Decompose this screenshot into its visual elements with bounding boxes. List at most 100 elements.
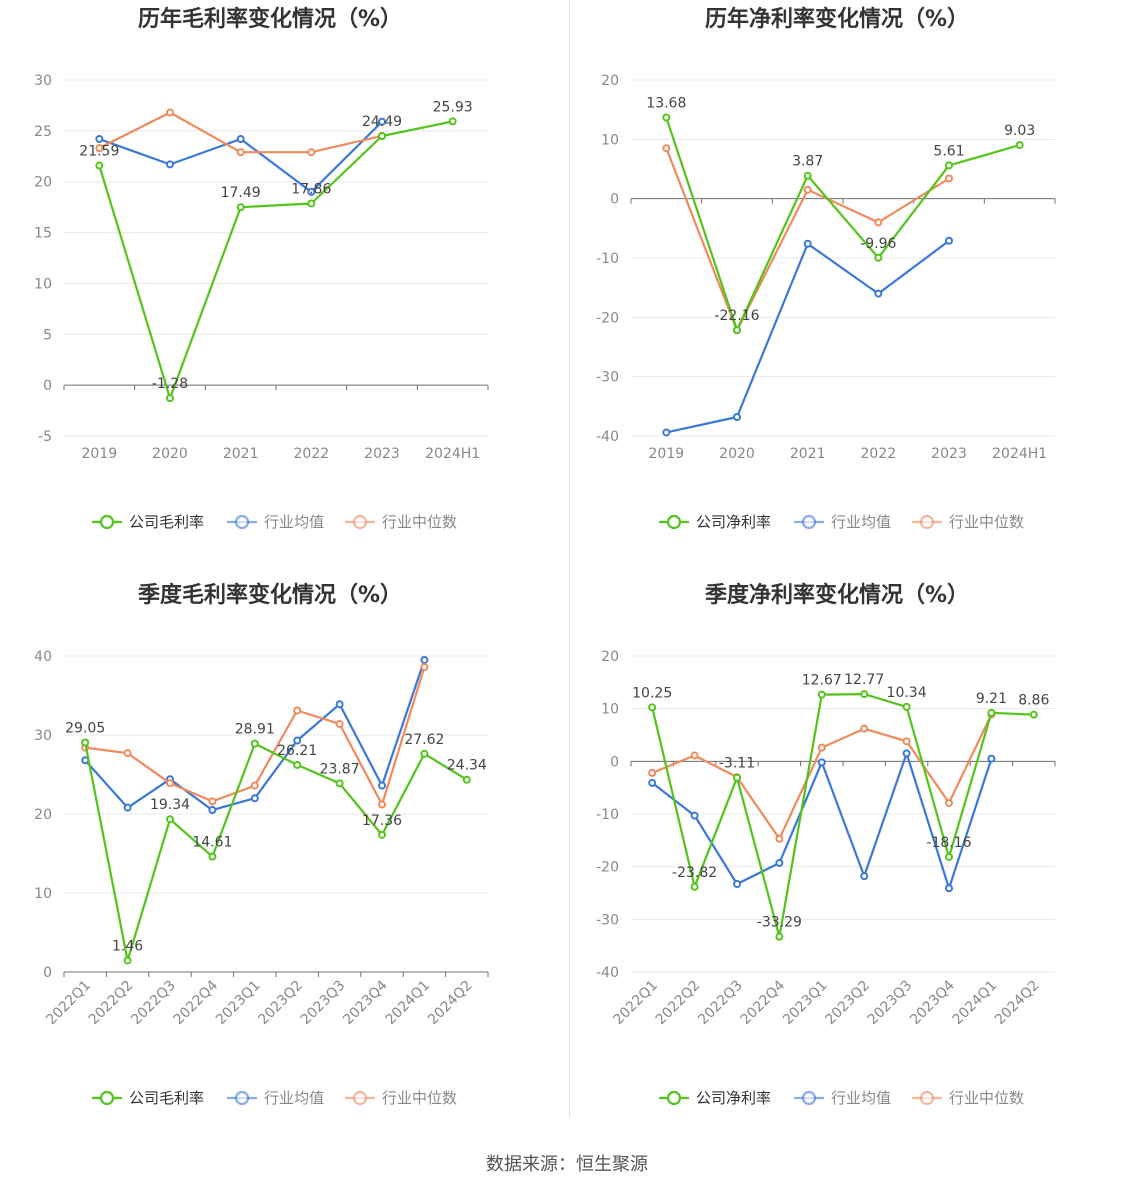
data-point-company [733, 326, 741, 335]
legend-label-company: 公司净利率 [696, 1089, 771, 1107]
data-label: 24.49 [362, 114, 402, 130]
data-point-company [860, 690, 869, 699]
data-label: 21.59 [79, 144, 119, 160]
data-label: 17.36 [362, 813, 402, 829]
data-point-company [208, 852, 217, 861]
data-point-avg [902, 749, 911, 758]
x-tick-label: 2022Q1 [43, 978, 94, 1029]
x-tick-label: 2022Q4 [171, 977, 222, 1028]
data-point-company [378, 830, 386, 839]
data-point-company [1029, 710, 1038, 719]
x-tick-label: 2023Q2 [255, 978, 306, 1029]
data-point-avg [307, 187, 316, 196]
data-label: 29.05 [65, 721, 105, 737]
data-point-median [648, 768, 657, 777]
data-point-avg [733, 880, 741, 889]
data-point-avg [166, 160, 174, 169]
x-tick-label: 2023Q1 [213, 978, 264, 1029]
data-point-company [166, 815, 174, 824]
x-tick-label: 2022 [294, 446, 330, 462]
series-line-company [98, 120, 453, 400]
chart-annual-gross-margin: 历年毛利率变化情况（%） -5 0 5 10 15 20 25 30 2019 2020 2021 20… [0, 0, 567, 576]
data-label: 8.86 [1018, 693, 1049, 709]
data-point-avg [945, 236, 953, 245]
data-point-avg [95, 134, 104, 143]
x-tick-label: 2022Q2 [653, 978, 704, 1029]
data-label: -9.96 [860, 236, 896, 252]
y-tick-label: 40 [34, 649, 52, 665]
legend-label-company: 公司净利率 [696, 513, 771, 531]
data-point-avg [733, 413, 741, 422]
legend-label-median: 行业中位数 [949, 1089, 1024, 1107]
data-point-avg [236, 134, 245, 143]
y-tick-label: -10 [596, 807, 619, 823]
data-point-company [123, 956, 132, 965]
data-point-median [166, 108, 174, 117]
x-tick-label: 2024H1 [425, 446, 480, 462]
y-tick-label: 0 [610, 192, 619, 208]
legend-label-avg: 行业均值 [264, 1089, 324, 1107]
series-line-company [651, 693, 1034, 938]
data-label: 14.61 [192, 835, 232, 851]
legend-marker-avg [234, 514, 250, 530]
data-point-median [874, 218, 883, 227]
chart-title: 历年毛利率变化情况（%） [138, 6, 402, 32]
data-point-company [293, 760, 302, 769]
x-tick-label: 2024Q1 [383, 978, 434, 1029]
legend-marker-median [919, 514, 935, 530]
data-label: 10.25 [632, 685, 672, 701]
data-point-company [690, 882, 699, 891]
data-label: 1.46 [112, 938, 143, 954]
series-line-median [651, 714, 993, 840]
panel-divider [569, 0, 570, 1118]
x-tick-label: 2022 [861, 446, 897, 462]
data-label: 17.86 [291, 181, 331, 197]
x-tick-label: 2023Q3 [298, 978, 349, 1029]
data-point-company [817, 690, 826, 699]
data-point-avg [123, 803, 132, 812]
data-point-median [902, 737, 911, 746]
data-label: -18.16 [926, 835, 971, 851]
legend-label-company: 公司毛利率 [129, 1089, 204, 1107]
y-tick-label: -20 [596, 860, 619, 876]
x-tick-label: 2023Q3 [865, 978, 916, 1029]
data-label: 25.93 [433, 99, 473, 115]
data-point-median [420, 663, 429, 672]
x-tick-label: 2024Q2 [992, 978, 1043, 1029]
y-tick-label: 0 [610, 754, 619, 770]
legend-marker-company [666, 1090, 682, 1106]
data-label: 19.34 [150, 797, 190, 813]
data-point-avg [860, 872, 869, 881]
y-tick-label: -10 [596, 251, 619, 267]
data-label: 10.34 [887, 685, 927, 701]
data-label: 24.34 [447, 758, 487, 774]
x-tick-label: 2022Q1 [610, 978, 661, 1029]
y-tick-label: 10 [601, 702, 619, 718]
legend-label-avg: 行业均值 [831, 513, 891, 531]
data-point-company [378, 132, 386, 141]
x-tick-label: 2021 [223, 446, 259, 462]
legend-label-median: 行业中位数 [382, 513, 457, 531]
y-tick-label: 5 [43, 327, 52, 343]
data-point-company [662, 113, 671, 122]
data-point-median [945, 798, 953, 807]
annual-net-margin-svg: 历年净利率变化情况（%） -40 -30 -20 -10 0 10 20 2019 2020 202… [596, 6, 1056, 531]
legend-marker-avg [234, 1090, 250, 1106]
data-label: 12.67 [802, 673, 842, 689]
data-point-company [648, 703, 657, 712]
data-point-company [335, 779, 344, 788]
legend-marker-company [99, 1090, 115, 1106]
data-point-company [166, 394, 174, 403]
data-point-company [987, 708, 996, 717]
y-tick-label: 10 [34, 276, 52, 292]
quarterly-gross-margin-svg: 季度毛利率变化情况（%）0102030402022Q12022Q22022Q32… [34, 582, 489, 1107]
data-point-median [817, 743, 826, 752]
legend-marker-avg [801, 1090, 817, 1106]
x-tick-label: 2020 [719, 446, 755, 462]
data-point-avg [945, 884, 953, 893]
x-tick-label: 2019 [82, 446, 118, 462]
data-point-median [860, 724, 869, 733]
data-point-avg [378, 781, 386, 790]
data-point-avg [817, 758, 826, 767]
data-point-company [945, 852, 953, 861]
